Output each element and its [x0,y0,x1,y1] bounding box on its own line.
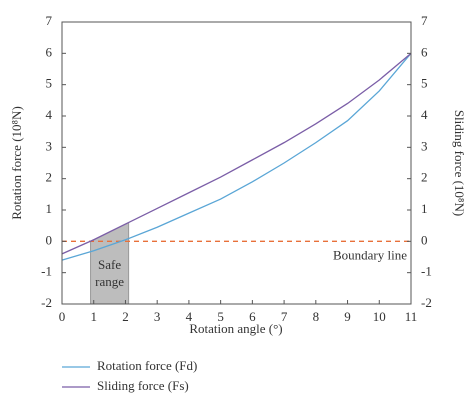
y-tick-label: 4 [46,107,53,122]
x-tick-label: 5 [217,309,224,324]
plot-frame [61,21,412,305]
legend-label: Sliding force (Fs) [97,378,189,393]
y2-tick-label: -2 [421,295,432,310]
y2-tick-label: 3 [421,138,428,153]
y2-tick-label: 1 [421,201,428,216]
y2-axis-label: Sliding force (10⁸N) [452,110,467,216]
x-tick-label: 8 [313,309,320,324]
y-tick-label: 6 [46,44,53,59]
y-tick-label: 1 [46,201,53,216]
y2-tick-label: 4 [421,107,428,122]
x-tick-label: 7 [281,309,288,324]
legend-label: Rotation force (Fd) [97,358,197,373]
x-tick-label: 1 [90,309,97,324]
y2-tick-label: 5 [421,76,428,91]
x-tick-label: 0 [59,309,66,324]
y2-tick-label: 0 [421,232,428,247]
y-tick-label: -2 [41,295,52,310]
y-tick-label: 7 [46,13,53,28]
y2-tick-label: 7 [421,13,428,28]
y2-tick-label: -1 [421,264,432,279]
series-line [61,52,412,255]
x-tick-label: 11 [405,309,418,324]
shade-label: range [95,274,124,289]
y-tick-label: -1 [41,264,52,279]
x-tick-label: 4 [186,309,193,324]
y-tick-label: 3 [46,138,53,153]
x-tick-label: 10 [373,309,386,324]
y-tick-label: 2 [46,170,53,185]
y2-tick-label: 2 [421,170,428,185]
x-axis-label: Rotation angle (°) [189,321,282,336]
y-axis-label: Rotation force (10⁸N) [9,106,24,220]
x-tick-label: 3 [154,309,161,324]
boundary-label: Boundary line [333,247,407,262]
y2-tick-label: 6 [421,44,428,59]
x-tick-label: 9 [344,309,351,324]
y-tick-label: 0 [46,232,53,247]
x-tick-label: 6 [249,309,256,324]
x-tick-label: 2 [122,309,129,324]
series-line [61,52,412,261]
shade-label: Safe [98,257,121,272]
y-tick-label: 5 [46,76,53,91]
